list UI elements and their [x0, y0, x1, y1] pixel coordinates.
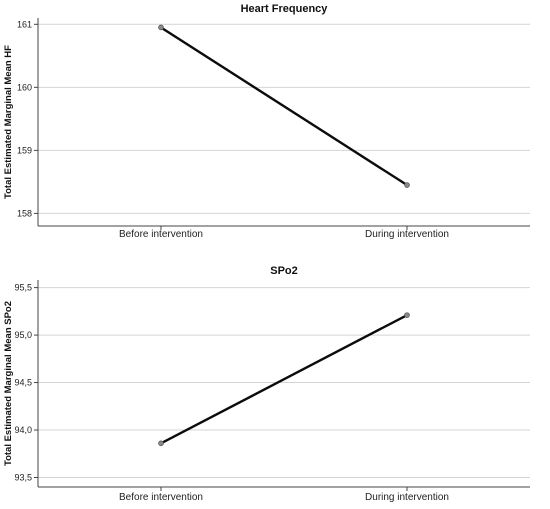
chart-title: Heart Frequency [241, 3, 329, 15]
x-tick-label: During intervention [365, 229, 449, 240]
series-line [160, 26, 408, 187]
data-point [404, 312, 410, 318]
x-tick-label: During intervention [365, 492, 449, 503]
chart-title: SPo2 [270, 265, 298, 277]
y-tick-label: 158 [17, 208, 32, 218]
y-tick-label: 95,0 [14, 330, 32, 340]
series-line [160, 314, 408, 445]
data-point [404, 182, 410, 188]
y-tick-label: 94,5 [14, 378, 32, 388]
x-tick-label: Before intervention [119, 229, 203, 240]
spo2-chart: 93,5 94,0 94,5 95,0 95,5 Before intervention D… [3, 265, 530, 503]
y-tick-label: 94,0 [14, 425, 32, 435]
y-tick-label: 160 [17, 82, 32, 92]
data-point [158, 24, 164, 31]
x-tick-label: Before intervention [119, 492, 203, 503]
data-point [158, 440, 164, 447]
y-tick-label: 95,5 [14, 283, 32, 293]
y-tick-label: 93,5 [14, 473, 32, 483]
heart-frequency-chart: 158 159 160 161 Before intervention During in… [3, 3, 530, 240]
y-tick-label: 159 [17, 145, 32, 155]
y-axis-title: Total Estimated Marginal Mean SPo2 [3, 301, 14, 466]
y-tick-label: 161 [17, 19, 32, 29]
y-axis-title: Total Estimated Marginal Mean HF [3, 45, 14, 199]
